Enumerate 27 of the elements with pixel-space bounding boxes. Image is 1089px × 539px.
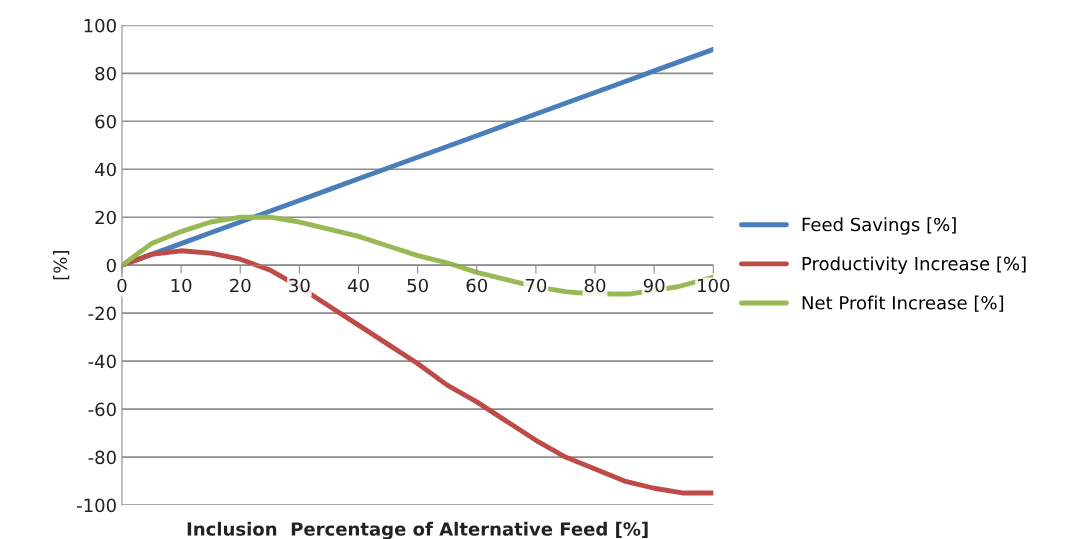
- x-tick-label: 40: [347, 278, 369, 293]
- x-tick-label: 0: [117, 278, 127, 293]
- legend-label: Feed Savings [%]: [802, 217, 956, 235]
- y-tick-label: -60: [88, 402, 116, 417]
- y-tick-label: 60: [95, 114, 116, 129]
- y-tick-label: -20: [88, 306, 116, 321]
- x-tick-label: 50: [407, 278, 428, 293]
- x-tick-label: 70: [525, 278, 547, 293]
- y-tick-label: 40: [95, 162, 116, 177]
- x-tick-label: 90: [643, 278, 665, 293]
- legend-label: Productivity Increase [%]: [802, 256, 1026, 274]
- y-tick-label: 20: [95, 210, 116, 225]
- y-tick-label: -100: [77, 498, 116, 513]
- legend-label: Net Profit Increase [%]: [802, 295, 1004, 312]
- x-tick-label: 60: [466, 278, 488, 293]
- y-tick-label: 0: [106, 258, 116, 273]
- y-tick-label: 100: [84, 18, 116, 33]
- y-tick-label: 80: [95, 66, 116, 81]
- x-tick-label: 100: [698, 278, 730, 293]
- x-tick-label: 80: [584, 278, 606, 293]
- x-tick-label: 20: [230, 278, 251, 293]
- y-tick-label: -80: [88, 450, 116, 465]
- x-tick-label: 10: [171, 278, 192, 293]
- x-tick-label: 30: [289, 278, 310, 293]
- y-axis-title: [%]: [53, 251, 70, 280]
- y-tick-label: -40: [88, 354, 116, 369]
- x-axis-title: Inclusion Percentage of Alternative Feed [%]: [187, 521, 648, 539]
